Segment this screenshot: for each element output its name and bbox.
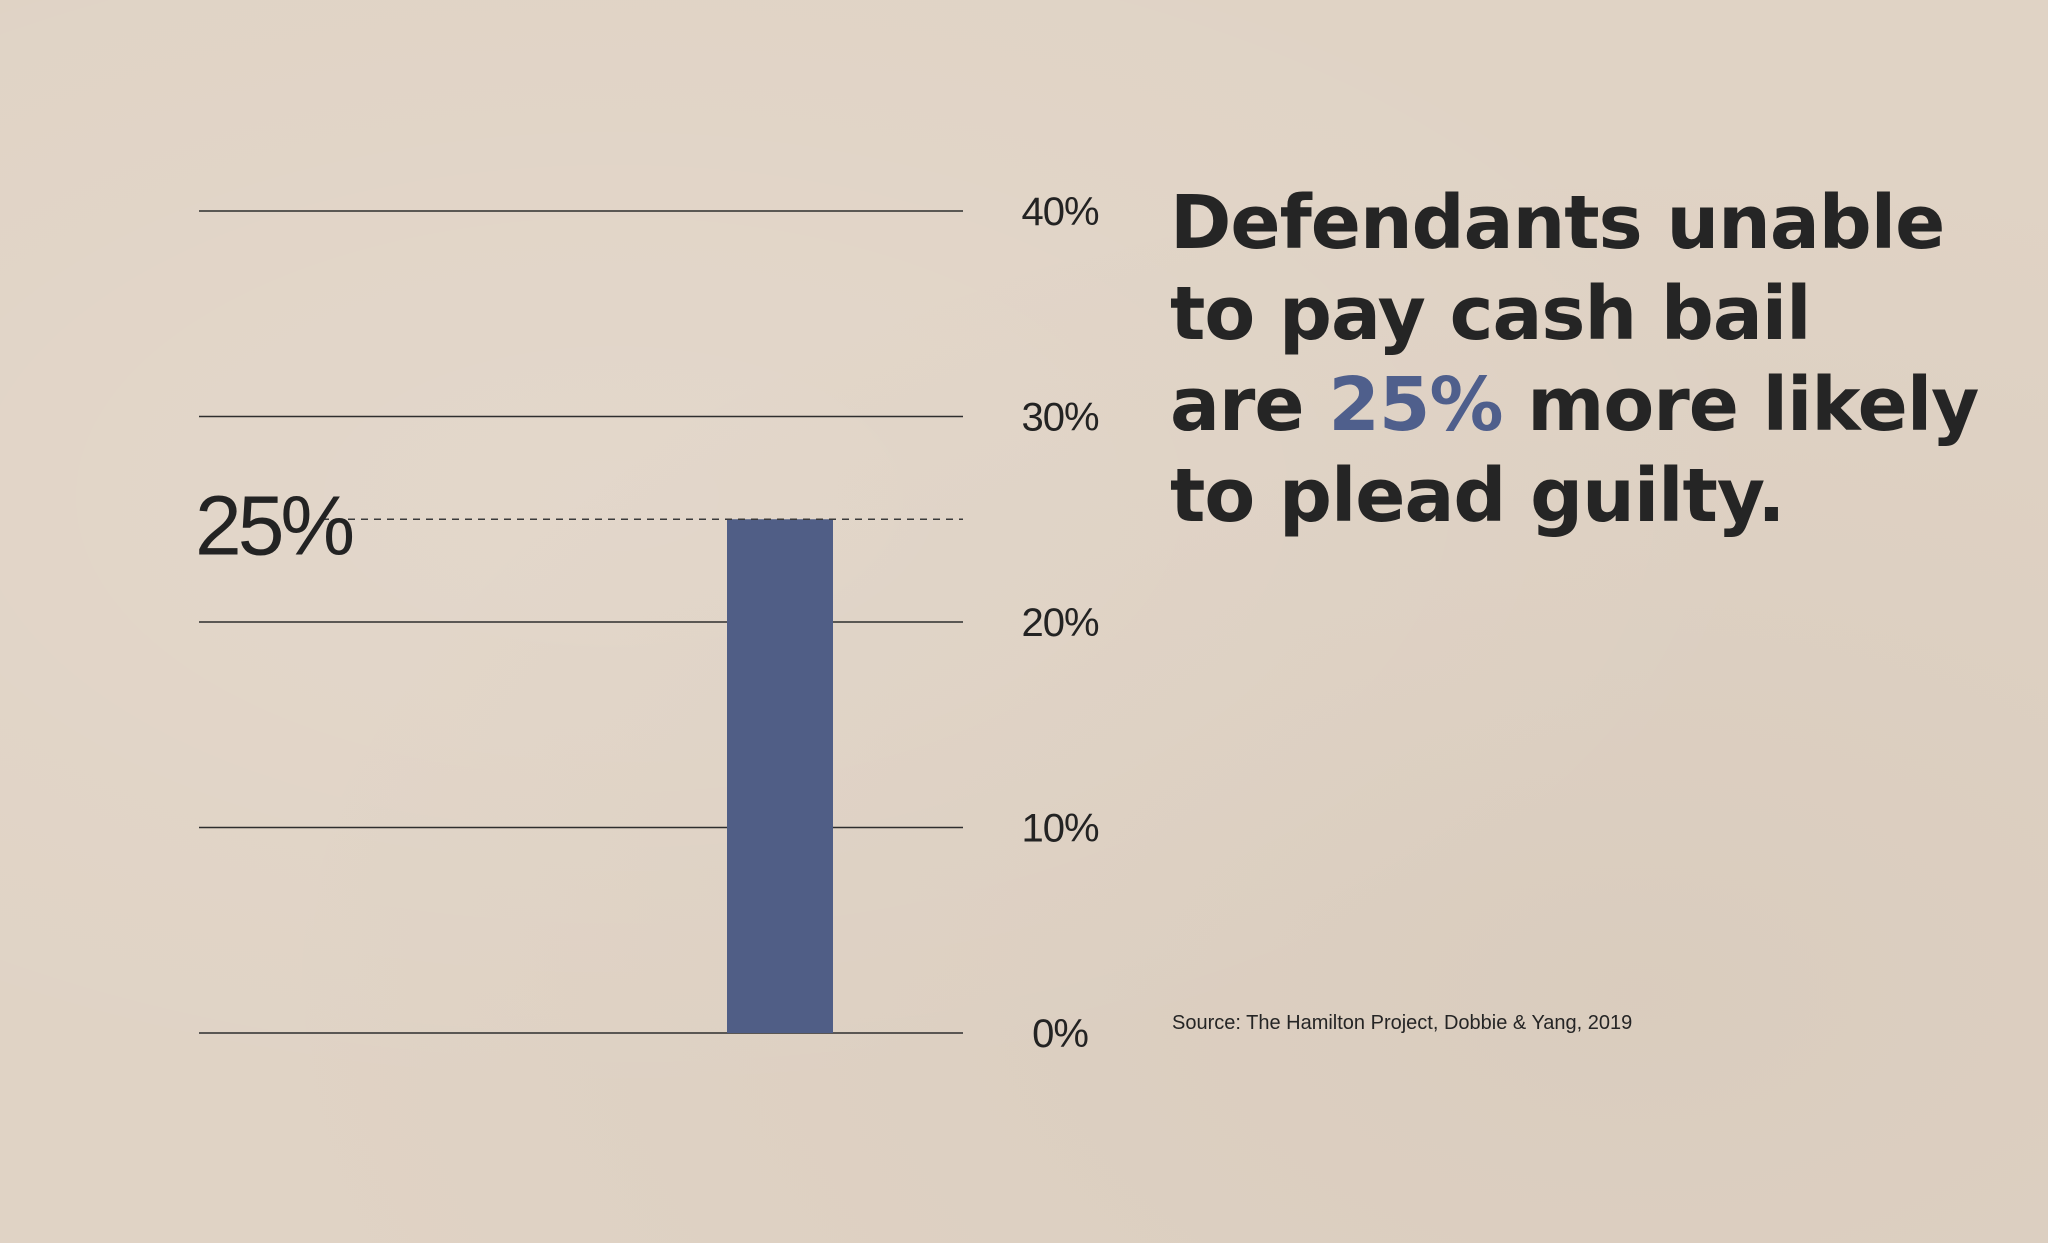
headline: Defendants unable to pay cash bail are 2… (1170, 178, 2030, 542)
headline-accent-stat: 25% (1328, 362, 1503, 448)
headline-line-2: to pay cash bail (1170, 271, 1812, 357)
headline-line-3-pre: are (1170, 362, 1329, 448)
headline-line-3: are 25% more likely (1170, 360, 2030, 451)
headline-line-1: Defendants unable (1170, 180, 1945, 266)
y-tick-label-30: 30% (1021, 396, 1098, 440)
bar-0 (727, 519, 833, 1033)
headline-line-3-post: more likely (1502, 362, 1979, 448)
y-tick-label-0: 0% (1032, 1012, 1088, 1056)
y-tick-label-40: 40% (1021, 190, 1098, 234)
bar-chart: 0% 10% 20% 30% 40% 25% (195, 190, 1100, 1056)
source-citation: Source: The Hamilton Project, Dobbie & Y… (1172, 1012, 1633, 1034)
y-tick-label-20: 20% (1021, 601, 1098, 645)
y-tick-label-10: 10% (1021, 807, 1098, 851)
headline-line-4: to plead guilty. (1170, 453, 1785, 539)
callout-value-label: 25% (195, 478, 352, 572)
